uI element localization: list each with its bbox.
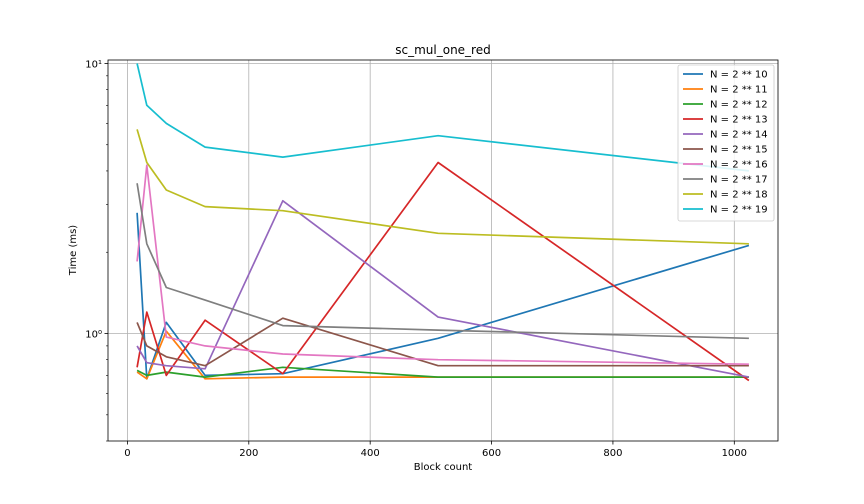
legend: N = 2 ** 10 N = 2 ** 11 N = 2 ** 12 N = 2 *… [677,64,775,222]
x-tick-label: 400 [361,448,380,459]
y-axis-label: Time (ms) [68,225,79,277]
chart-title: sc_mul_one_red [395,43,490,57]
x-tick-label: 800 [603,448,622,459]
legend-entry: N = 2 ** 12 [710,100,768,111]
series-line [136,161,750,382]
series-line [136,63,749,172]
x-axis-label: Block count [414,462,473,473]
series-line [136,164,749,366]
series-line [136,129,749,245]
legend-entry: N = 2 ** 13 [710,115,768,126]
plot-frame [107,59,779,442]
y-tick-label: 10⁰ [85,330,102,341]
legend-entry: N = 2 ** 17 [710,175,768,186]
legend-entry: N = 2 ** 15 [710,145,768,156]
series-line [136,199,750,378]
legend-entry: N = 2 ** 10 [710,70,768,81]
legend-entry: N = 2 ** 18 [710,190,768,201]
axis-ticks: 0 200 400 600 800 1000 10⁰ 10¹ [85,59,747,459]
series-line [136,183,749,340]
legend-entry: N = 2 ** 11 [710,85,768,96]
series-line [136,317,749,367]
x-tick-label: 0 [124,448,130,459]
legend-entry: N = 2 ** 14 [710,130,768,141]
legend-entry: N = 2 ** 16 [710,160,768,171]
series-layer [136,63,750,382]
series-line [136,366,749,378]
legend-entry: N = 2 ** 19 [710,205,768,216]
y-tick-label: 10¹ [85,59,102,70]
x-tick-label: 1000 [722,448,747,459]
x-tick-label: 600 [482,448,501,459]
x-tick-label: 200 [239,448,258,459]
